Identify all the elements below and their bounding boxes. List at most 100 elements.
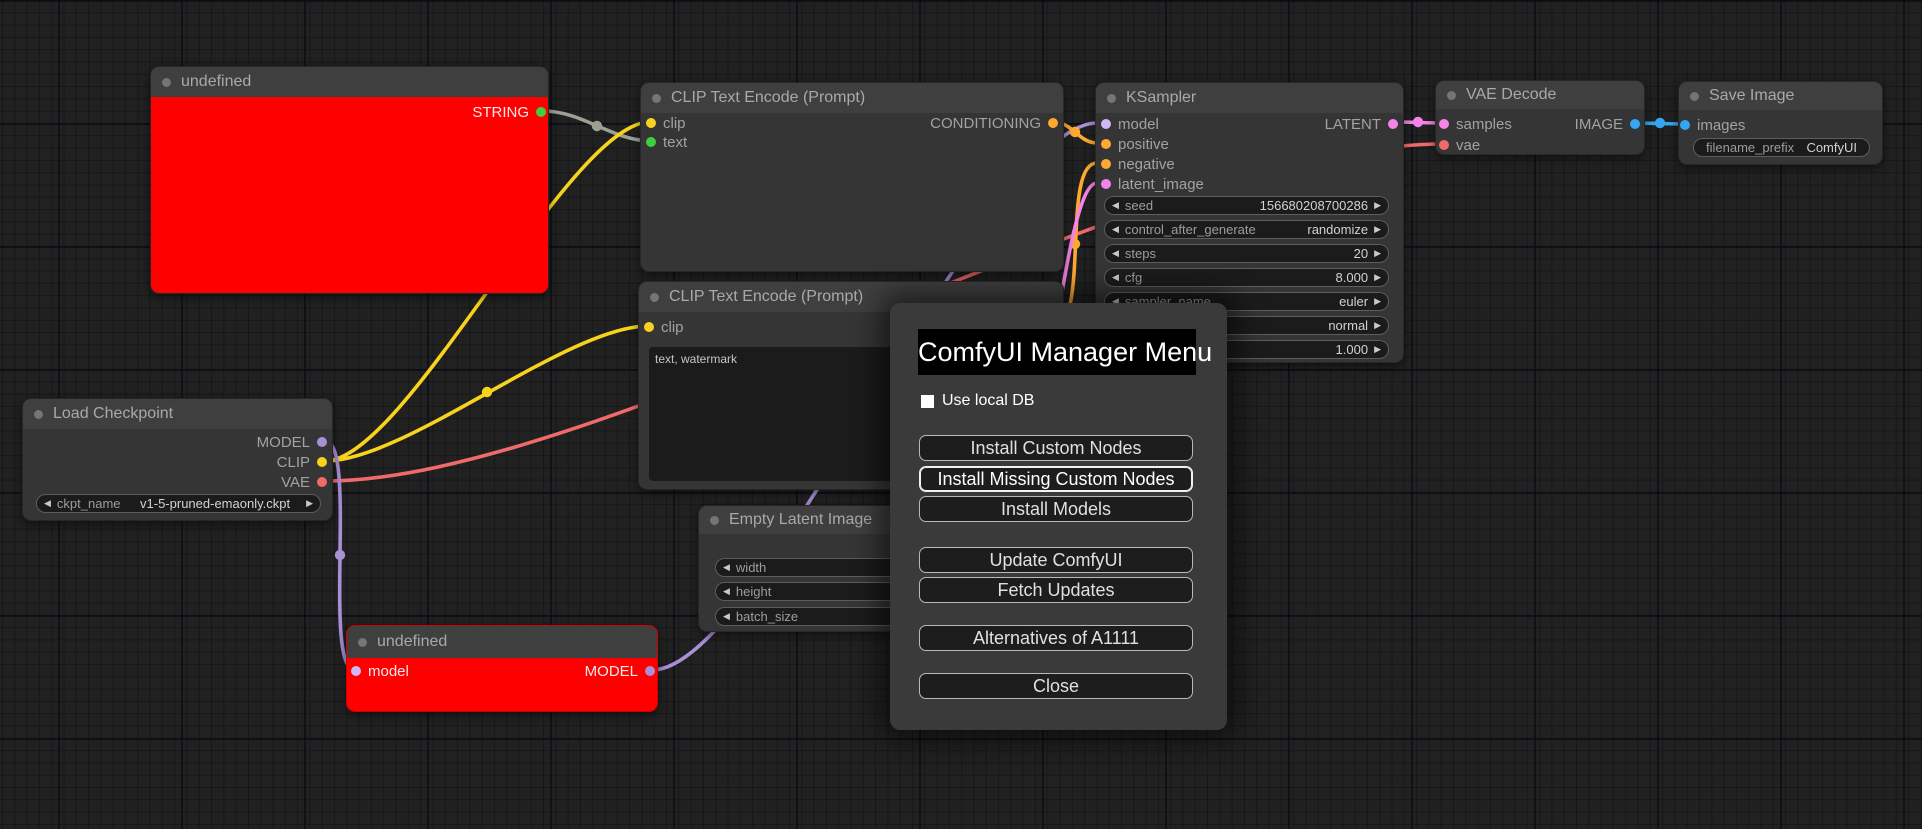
wire-midpoint-dot	[334, 549, 346, 561]
node-title: KSampler	[1126, 89, 1197, 106]
vae-input-dot[interactable]	[1439, 140, 1449, 150]
vae-output-dot[interactable]	[317, 477, 327, 487]
collapse-dot-icon[interactable]	[358, 637, 367, 647]
widget-label: ckpt_name	[56, 496, 121, 511]
clip-input-dot[interactable]	[646, 118, 656, 128]
model-output-dot[interactable]	[645, 666, 655, 676]
latent-image-input-dot[interactable]	[1101, 179, 1111, 189]
node-title-bar[interactable]: undefined	[151, 67, 548, 97]
positive-input-dot[interactable]	[1101, 139, 1111, 149]
collapse-dot-icon[interactable]	[710, 515, 719, 525]
dialog-title: ComfyUI Manager Menu	[918, 329, 1212, 375]
node-title-bar[interactable]: Load Checkpoint	[23, 399, 332, 429]
images-input-dot[interactable]	[1680, 120, 1690, 130]
collapse-dot-icon[interactable]	[652, 93, 661, 103]
increment-arrow-icon[interactable]: ▶	[1374, 320, 1381, 330]
model-input-dot[interactable]	[351, 666, 361, 676]
update-comfyui-button[interactable]: Update ComfyUI	[919, 547, 1193, 573]
node-load-checkpoint[interactable]: Load Checkpoint MODEL CLIP VAE ◀ ckpt_na…	[22, 398, 333, 521]
decrement-arrow-icon[interactable]: ◀	[723, 562, 730, 572]
install-missing-custom-nodes-button[interactable]: Install Missing Custom Nodes	[919, 466, 1193, 492]
node-undefined-bottom[interactable]: undefined model MODEL	[346, 625, 658, 712]
string-output-dot[interactable]	[536, 107, 546, 117]
node-undefined-top[interactable]: undefined STRING	[150, 66, 549, 294]
widget-value: randomize	[1307, 222, 1369, 237]
model-output-dot[interactable]	[317, 437, 327, 447]
model-input-dot[interactable]	[1101, 119, 1111, 129]
wire-midpoint-dot	[1412, 116, 1424, 128]
node-title-bar[interactable]: undefined	[347, 626, 657, 658]
image-output-dot[interactable]	[1630, 119, 1640, 129]
latent-output-dot[interactable]	[1388, 119, 1398, 129]
decrement-arrow-icon[interactable]: ◀	[723, 611, 730, 621]
increment-arrow-icon[interactable]: ▶	[306, 498, 313, 508]
clip-input-dot[interactable]	[644, 322, 654, 332]
increment-arrow-icon[interactable]: ▶	[1374, 296, 1381, 306]
node-title-bar[interactable]: KSampler	[1096, 83, 1403, 113]
input-label: images	[1697, 116, 1746, 134]
widget-value: ComfyUI	[1806, 140, 1857, 155]
input-label: vae	[1456, 136, 1481, 154]
collapse-dot-icon[interactable]	[34, 409, 43, 419]
collapse-dot-icon[interactable]	[650, 292, 659, 302]
decrement-arrow-icon[interactable]: ◀	[1112, 296, 1119, 306]
install-models-button[interactable]: Install Models	[919, 496, 1193, 522]
collapse-dot-icon[interactable]	[162, 77, 171, 87]
node-title-bar[interactable]: Save Image	[1679, 82, 1882, 110]
increment-arrow-icon[interactable]: ▶	[1374, 248, 1381, 258]
close-button[interactable]: Close	[919, 673, 1193, 699]
text-input-dot[interactable]	[646, 137, 656, 147]
decrement-arrow-icon[interactable]: ◀	[1112, 200, 1119, 210]
ckpt-name-widget[interactable]: ◀ ckpt_name v1-5-pruned-emaonly.ckpt ▶	[36, 494, 321, 513]
node-title: VAE Decode	[1466, 86, 1557, 103]
decrement-arrow-icon[interactable]: ◀	[1112, 224, 1119, 234]
increment-arrow-icon[interactable]: ▶	[1374, 272, 1381, 282]
output-label: CLIP	[276, 453, 310, 471]
install-custom-nodes-button[interactable]: Install Custom Nodes	[919, 435, 1193, 461]
node-title: Save Image	[1709, 87, 1795, 104]
node-vae-decode[interactable]: VAE Decode samples vae IMAGE	[1435, 80, 1645, 155]
widget-label: steps	[1124, 246, 1156, 261]
output-label: LATENT	[1324, 115, 1381, 133]
clip-output-dot[interactable]	[317, 457, 327, 467]
node-title: undefined	[377, 633, 448, 650]
decrement-arrow-icon[interactable]: ◀	[44, 498, 51, 508]
node-title-bar[interactable]: VAE Decode	[1436, 81, 1644, 109]
filename-prefix-widget[interactable]: filename_prefix ComfyUI	[1693, 138, 1870, 157]
conditioning-output-dot[interactable]	[1048, 118, 1058, 128]
widget-value: 20	[1353, 246, 1369, 261]
node-clip-text-encode-1[interactable]: CLIP Text Encode (Prompt) clip text COND…	[640, 82, 1064, 272]
increment-arrow-icon[interactable]: ▶	[1374, 200, 1381, 210]
missing-node-body	[151, 97, 548, 293]
decrement-arrow-icon[interactable]: ◀	[1112, 248, 1119, 258]
node-title: Load Checkpoint	[53, 405, 174, 422]
collapse-dot-icon[interactable]	[1107, 93, 1116, 103]
decrement-arrow-icon[interactable]: ◀	[1112, 272, 1119, 282]
output-label: STRING	[472, 103, 529, 121]
control-after-generate-widget[interactable]: ◀ control_after_generate randomize ▶	[1104, 220, 1389, 239]
output-label: VAE	[281, 473, 310, 491]
alternatives-of-a1111-button[interactable]: Alternatives of A1111	[919, 625, 1193, 651]
widget-label: cfg	[1124, 270, 1143, 285]
increment-arrow-icon[interactable]: ▶	[1374, 344, 1381, 354]
missing-node-body	[347, 658, 657, 711]
widget-value: 1.000	[1335, 342, 1369, 357]
collapse-dot-icon[interactable]	[1447, 90, 1456, 100]
wire-midpoint-dot	[481, 386, 493, 398]
node-title-bar[interactable]: CLIP Text Encode (Prompt)	[641, 83, 1063, 113]
negative-input-dot[interactable]	[1101, 159, 1111, 169]
input-label: clip	[661, 318, 684, 336]
widget-label: height	[735, 584, 772, 599]
cfg-widget[interactable]: ◀ cfg 8.000 ▶	[1104, 268, 1389, 287]
fetch-updates-button[interactable]: Fetch Updates	[919, 577, 1193, 603]
decrement-arrow-icon[interactable]: ◀	[723, 586, 730, 596]
collapse-dot-icon[interactable]	[1690, 91, 1699, 101]
increment-arrow-icon[interactable]: ▶	[1374, 224, 1381, 234]
samples-input-dot[interactable]	[1439, 119, 1449, 129]
seed-widget[interactable]: ◀ seed 156680208700286 ▶	[1104, 196, 1389, 215]
steps-widget[interactable]: ◀ steps 20 ▶	[1104, 244, 1389, 263]
node-save-image[interactable]: Save Image images filename_prefix ComfyU…	[1678, 81, 1883, 165]
use-local-db-checkbox[interactable]	[921, 394, 934, 408]
widget-value: 8.000	[1335, 270, 1369, 285]
